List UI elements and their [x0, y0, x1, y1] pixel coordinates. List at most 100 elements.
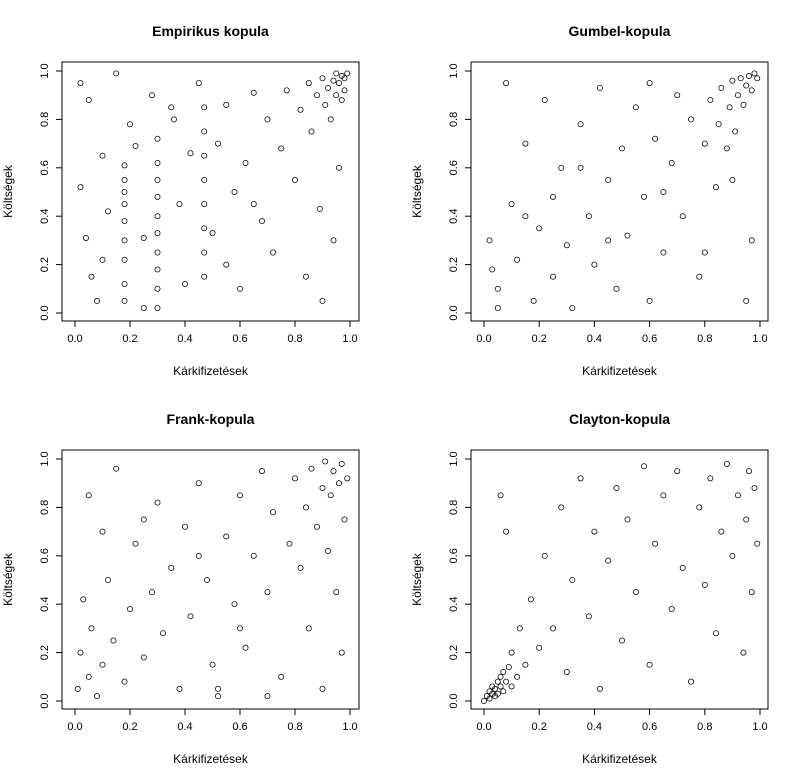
scatter-point — [308, 128, 315, 135]
scatter-point — [182, 280, 188, 287]
scatter-point — [591, 261, 598, 268]
scatter-point — [550, 193, 556, 200]
scatter-point — [536, 225, 543, 232]
scatter-point — [154, 249, 161, 256]
scatter-point — [297, 564, 304, 571]
scatter-point — [330, 468, 337, 475]
y-tick-label: 0.0 — [448, 305, 460, 320]
chart-panel-4: Clayton-kopula 0.0 0.2 0.4 0.6 0.8 1.0 0.0 0.2 0.… — [410, 411, 769, 766]
y-tick-label: 1.0 — [39, 451, 51, 466]
scatter-point — [319, 685, 326, 692]
scatter-point — [160, 630, 166, 637]
scatter-point — [322, 458, 329, 465]
scatter-point — [503, 528, 510, 535]
scatter-point — [605, 557, 612, 564]
scatter-point — [743, 516, 750, 523]
scatter-point — [701, 249, 708, 256]
scatter-point — [619, 145, 625, 152]
scatter-point — [140, 235, 147, 241]
scatter-point — [201, 128, 208, 135]
scatter-point — [88, 625, 95, 632]
scatter-point — [646, 661, 653, 668]
scatter-point — [270, 249, 276, 256]
x-tick-label: 0.2 — [122, 333, 137, 345]
scatter-point — [325, 547, 331, 554]
y-tick-label: 0.0 — [39, 305, 51, 320]
scatter-point — [85, 673, 92, 680]
scatter-point — [503, 80, 510, 87]
scatter-point — [516, 625, 523, 632]
scatter-point — [641, 463, 648, 470]
plot-frame — [470, 61, 769, 322]
y-tick-label: 0.0 — [39, 693, 51, 708]
scatter-point — [168, 564, 175, 571]
scatter-point — [494, 305, 501, 312]
scatter-point — [743, 297, 750, 304]
scatter-point — [500, 688, 507, 695]
scatter-point — [154, 266, 161, 273]
scatter-point — [632, 589, 639, 596]
scatter-point — [187, 613, 194, 620]
scatter-point — [734, 492, 741, 499]
scatter-point — [201, 249, 208, 256]
scatter-point — [237, 492, 243, 499]
scatter-point — [223, 101, 230, 108]
scatter-point — [701, 581, 708, 588]
scatter-point — [558, 164, 565, 171]
scatter-point — [740, 101, 747, 108]
scatter-point — [325, 84, 331, 91]
x-tick-label: 0.0 — [476, 333, 491, 345]
scatter-point — [613, 285, 620, 292]
scatter-point — [550, 273, 556, 280]
plot-frame — [61, 449, 360, 710]
scatter-point — [508, 201, 515, 208]
scatter-point — [550, 625, 556, 632]
scatter-point — [187, 150, 194, 157]
scatter-point — [242, 159, 249, 166]
x-axis-label: Kárkifizetések — [582, 364, 658, 378]
y-tick-label: 1.0 — [39, 63, 51, 78]
y-tick-label: 0.4 — [448, 597, 460, 612]
scatter-point — [541, 97, 548, 104]
chart-title: Frank-kopula — [167, 411, 255, 427]
scatter-point — [585, 213, 592, 220]
scatter-point — [732, 128, 739, 135]
y-tick-label: 0.2 — [39, 645, 51, 660]
scatter-point — [508, 683, 515, 690]
scatter-point — [494, 690, 501, 697]
scatter-point — [121, 189, 128, 195]
scatter-point — [522, 213, 529, 220]
scatter-point — [497, 683, 504, 690]
scatter-point — [215, 685, 221, 692]
y-tick-label: 0.4 — [39, 209, 51, 224]
scatter-point — [563, 242, 570, 249]
scatter-point — [338, 649, 345, 656]
scatter-point — [748, 589, 755, 596]
scatter-point — [215, 693, 221, 700]
scatter-point — [132, 143, 139, 149]
x-tick-label: 1.0 — [342, 333, 357, 345]
scatter-point — [215, 140, 221, 147]
scatter-point — [729, 552, 736, 559]
scatter-point — [264, 116, 271, 123]
scatter-point — [527, 596, 534, 603]
scatter-point — [316, 205, 323, 212]
scatter-point — [237, 285, 243, 292]
scatter-point — [99, 152, 106, 159]
x-tick-label: 0.0 — [67, 721, 82, 733]
scatter-point — [327, 492, 334, 499]
scatter-point — [696, 273, 703, 280]
scatter-point — [195, 480, 202, 487]
scatter-point — [341, 87, 348, 94]
scatter-point — [195, 552, 202, 559]
scatter-point — [250, 552, 257, 559]
scatter-point — [577, 121, 584, 128]
scatter-point — [558, 504, 565, 511]
scatter-point — [734, 92, 741, 99]
scatter-point — [88, 273, 95, 280]
x-tick-label: 0.6 — [232, 333, 247, 345]
scatter-point — [624, 232, 631, 239]
x-tick-label: 0.2 — [532, 333, 547, 345]
scatter-point — [613, 485, 620, 492]
y-tick-label: 0.4 — [39, 597, 51, 612]
